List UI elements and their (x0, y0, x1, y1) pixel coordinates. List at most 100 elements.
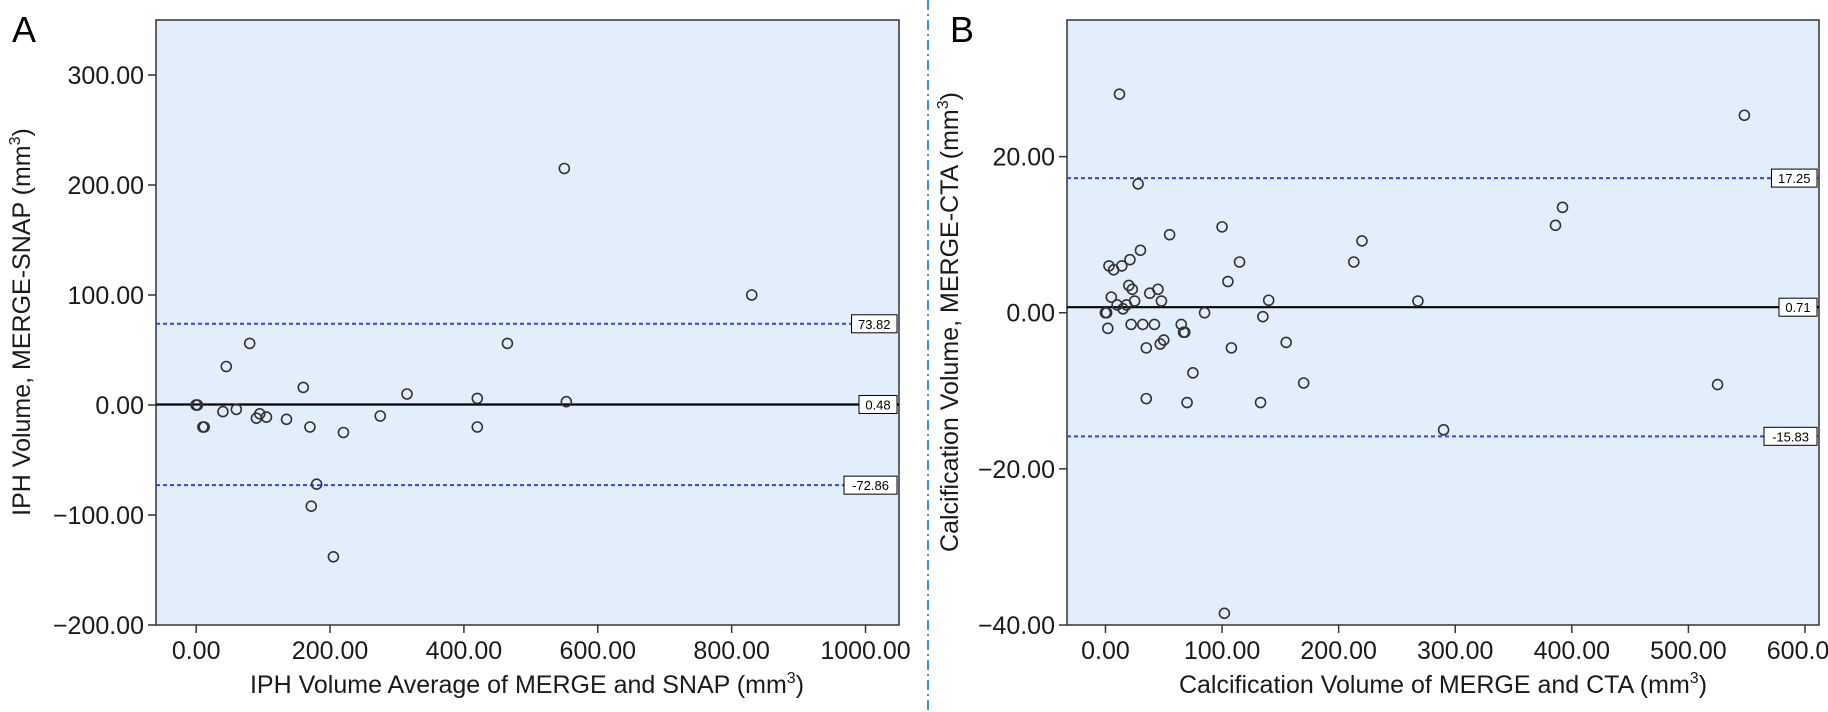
data-point (1152, 283, 1164, 296)
y-tick-label: −40.00 (978, 612, 1055, 640)
data-point (1140, 392, 1153, 405)
data-point (1216, 221, 1228, 233)
panel-b-plot-area (1066, 19, 1820, 626)
upper-limit-line-label: 17.25 (1778, 171, 1811, 186)
mean-line-label: 0.48 (865, 397, 890, 412)
x-tick-label: 1000.00 (820, 637, 910, 665)
data-point (1102, 322, 1114, 335)
panel-a-y-axis-label: IPH Volume, MERGE-SNAP (mm3) (7, 128, 36, 516)
data-point (1157, 334, 1170, 346)
data-point (1154, 338, 1167, 350)
panel-a-y-ticks: −200.00 −100.00 0.00 100.00 200.00 300.00 (53, 62, 156, 640)
data-point (1115, 260, 1128, 272)
data-point (1218, 607, 1231, 620)
data-point (1222, 275, 1234, 288)
x-tick-label: 0.00 (1081, 637, 1130, 665)
data-point (1225, 342, 1238, 354)
data-point (1437, 424, 1450, 436)
panel-b-points (1099, 88, 1751, 620)
y-tick-label: 20.00 (992, 144, 1055, 172)
data-point (745, 289, 758, 301)
x-tick-label: 200.00 (292, 637, 368, 665)
panel-a-line-labels: 73.82 0.48 -72.86 (843, 314, 898, 495)
mean-line-label-box (1778, 297, 1818, 317)
x-tick-label: 400.00 (1534, 637, 1610, 665)
data-point (1280, 336, 1292, 349)
panel-a-plot-area (155, 19, 900, 626)
data-point (1148, 318, 1161, 331)
data-point (1128, 295, 1141, 307)
x-tick-label: 500.00 (1650, 637, 1726, 665)
data-point (1257, 310, 1269, 323)
data-point (1124, 253, 1136, 266)
panel-b-x-axis-label: Calcification Volume of MERGE and CTA (m… (1179, 670, 1707, 699)
data-point (230, 403, 243, 416)
data-point (1356, 235, 1368, 247)
upper-limit-line-label-box (851, 314, 898, 334)
lower-limit-line-label: -15.83 (1772, 429, 1809, 444)
data-point (1126, 283, 1139, 296)
lower-limit-line-label-box (1763, 426, 1818, 446)
panel-b-line-labels: 17.25 0.71 -15.83 (1763, 168, 1818, 446)
data-point (1140, 342, 1153, 354)
data-point (1122, 279, 1135, 292)
data-point (1178, 326, 1191, 339)
x-tick-label: 300.00 (1417, 637, 1493, 665)
x-tick-label: 200.00 (1300, 637, 1376, 665)
data-point (1711, 378, 1724, 391)
panel-b-x-ticks: 0.00 100.00 200.00 300.00 400.00 500.00 600.00 (1081, 625, 1828, 665)
data-point (1187, 367, 1199, 379)
data-point (1738, 109, 1751, 122)
data-point (337, 426, 350, 439)
upper-limit-line-label: 73.82 (858, 317, 891, 332)
data-point (558, 162, 571, 175)
data-point (1233, 256, 1246, 268)
y-tick-label: 300.00 (68, 62, 144, 90)
panel-b: B −40.00 −20.00 0.00 20.00 0.00 100.00 200.00… (935, 9, 1828, 699)
data-point (1136, 318, 1149, 331)
data-point (310, 478, 323, 491)
mean-line-label: 0.71 (1785, 300, 1810, 315)
data-point (1105, 291, 1118, 303)
y-tick-label: 0.00 (95, 392, 144, 420)
data-point (1297, 377, 1310, 389)
x-tick-label: 100.00 (1184, 637, 1260, 665)
data-point (374, 410, 387, 422)
panel-a-x-ticks: 0.00 200.00 400.00 600.00 800.00 1000.00 (172, 625, 911, 665)
lower-limit-line-label: -72.86 (852, 478, 889, 493)
data-point (501, 337, 514, 350)
data-point (1348, 256, 1360, 268)
data-point (401, 388, 413, 400)
data-point (243, 337, 256, 350)
panel-a-points (190, 162, 758, 563)
data-point (297, 381, 310, 394)
y-tick-label: −100.00 (53, 502, 144, 530)
data-point (1117, 303, 1129, 315)
x-tick-label: 600.00 (1767, 637, 1828, 665)
data-point (1412, 295, 1424, 307)
data-point (560, 395, 573, 408)
lower-limit-line-label-box (843, 475, 898, 495)
data-point (327, 550, 340, 563)
data-point (1181, 396, 1193, 409)
x-tick-label: 0.00 (172, 637, 221, 665)
data-point (1556, 201, 1569, 214)
x-tick-label: 600.00 (560, 637, 636, 665)
panel-b-letter: B (950, 9, 974, 50)
x-tick-label: 800.00 (693, 637, 769, 665)
data-point (471, 421, 484, 433)
data-point (304, 421, 316, 433)
data-point (1125, 318, 1137, 331)
data-point (1549, 219, 1562, 232)
data-point (1262, 294, 1275, 307)
panel-b-y-axis-label: Calcification Volume, MERGE-CTA (mm3) (935, 92, 964, 552)
data-point (305, 500, 318, 513)
panel-a-letter: A (12, 9, 36, 50)
y-tick-label: −200.00 (53, 612, 144, 640)
x-tick-label: 400.00 (426, 637, 502, 665)
data-point (280, 413, 293, 426)
y-tick-label: 0.00 (1006, 300, 1055, 328)
data-point (1132, 178, 1144, 190)
data-point (1254, 396, 1267, 409)
